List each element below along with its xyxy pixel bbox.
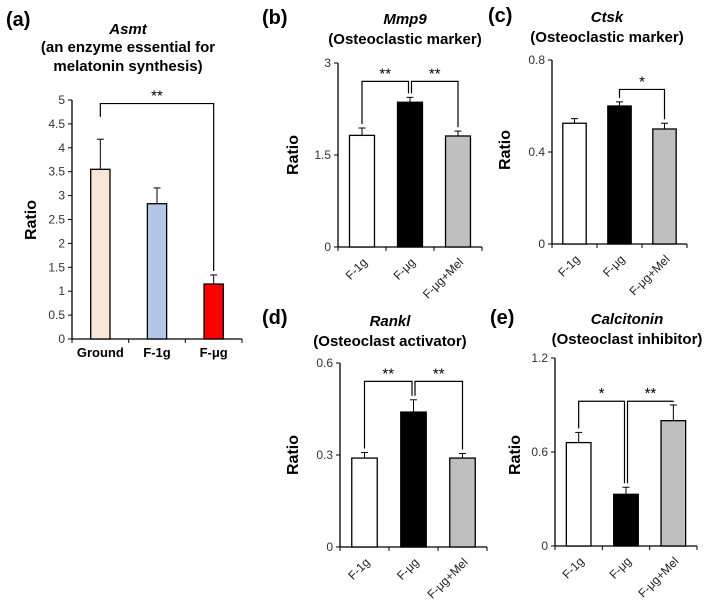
bar <box>660 420 687 547</box>
significance-bracket <box>578 400 626 484</box>
significance-label: ** <box>379 65 391 82</box>
y-axis-label: Ratio <box>23 200 40 240</box>
x-tick-label: Ground <box>77 345 124 360</box>
chart-subtitle: (an enzyme essential for <box>41 39 215 56</box>
significance-bracket <box>618 88 666 120</box>
chart-title: Rankl <box>370 313 412 330</box>
y-tick-label: 4.5 <box>48 117 65 131</box>
bar <box>444 135 472 248</box>
x-tick-label: F-μg+Mel <box>626 252 672 298</box>
panel-label: (b) <box>262 7 288 29</box>
bar <box>146 203 168 340</box>
bar <box>565 441 592 547</box>
panel-label: (c) <box>488 5 512 27</box>
chart-subtitle: (Osteoclast activator) <box>313 333 466 350</box>
bar <box>449 457 476 548</box>
y-axis-label: Ratio <box>497 130 514 170</box>
x-tick-label: F-μg+Mel <box>635 554 681 600</box>
y-tick-label: 3.5 <box>48 165 65 179</box>
significance-label: * <box>639 73 645 90</box>
y-tick-label: 3 <box>58 189 65 203</box>
y-tick-label: 2 <box>58 236 65 250</box>
y-axis-label: Ratio <box>285 135 302 175</box>
chart-panel-d: (d) Rankl (Osteoclast activator) Ratio 0 0.3 0… <box>262 307 488 601</box>
significance-label: ** <box>382 365 394 382</box>
chart-panel-b: (b) Mmp9 (Osteoclastic marker) Ratio 0 1.5 3 F-… <box>262 7 483 301</box>
x-tick-label: F-μg+Mel <box>420 255 466 301</box>
x-tick-label: F-1g <box>555 252 582 279</box>
panel-label: (e) <box>490 307 514 329</box>
y-tick-label: 0 <box>541 539 548 553</box>
x-tick-label: F-1g <box>343 255 370 282</box>
y-axis-label: Ratio <box>285 435 302 475</box>
x-tick-label: F-μg <box>394 555 422 583</box>
chart-subtitle: (Osteoclastic marker) <box>530 29 683 46</box>
bar <box>562 122 587 245</box>
chart-title: Asmt <box>108 21 148 38</box>
y-tick-label: 2.5 <box>48 213 65 227</box>
y-tick-label: 1.5 <box>314 148 331 162</box>
x-tick-label: F-μg+Mel <box>424 555 470 601</box>
significance-bracket <box>99 102 215 271</box>
significance-bracket <box>363 380 413 449</box>
panel-label: (d) <box>262 307 288 329</box>
chart-title: Ctsk <box>591 9 624 26</box>
y-tick-label: 4 <box>58 141 65 155</box>
bar <box>652 128 677 245</box>
bar <box>348 134 376 248</box>
bar <box>613 493 639 547</box>
y-axis-label: Ratio <box>507 435 524 475</box>
significance-bracket <box>414 380 464 450</box>
y-tick-label: 0.6 <box>316 356 333 370</box>
y-tick-label: 0.8 <box>528 53 545 67</box>
bar <box>90 168 111 340</box>
significance-label: ** <box>645 385 657 402</box>
panel-label: (a) <box>6 9 30 31</box>
significance-label: ** <box>433 365 445 382</box>
significance-label: ** <box>429 65 441 82</box>
x-tick-label: F-1g <box>345 555 372 582</box>
significance-label: ** <box>151 88 163 105</box>
chart-panel-c: (c) Ctsk (Osteoclastic marker) Ratio 0 0.4 0.8… <box>488 5 688 298</box>
chart-subtitle: melatonin synthesis) <box>53 58 202 75</box>
x-tick-label: F-μg <box>391 255 419 283</box>
bar <box>396 101 424 248</box>
y-tick-label: 0 <box>326 540 333 554</box>
chart-title: Mmp9 <box>383 11 427 28</box>
y-tick-label: 0 <box>538 237 545 251</box>
x-tick-label: F-1g <box>559 554 586 581</box>
chart-panel-e: (e) Calcitonin (Osteoclast inhibitor) Ratio… <box>490 307 702 600</box>
y-tick-label: 3 <box>324 56 331 70</box>
x-tick-label: F-μg <box>200 345 228 360</box>
y-tick-label: 0.4 <box>528 145 545 159</box>
y-tick-label: 1.2 <box>531 351 548 365</box>
x-tick-label: F-1g <box>143 345 171 360</box>
chart-title: Calcitonin <box>591 311 664 328</box>
bar <box>607 105 632 245</box>
y-tick-label: 0.6 <box>531 445 548 459</box>
y-tick-label: 0.5 <box>48 308 65 322</box>
x-tick-label: F-μg <box>600 252 628 280</box>
y-tick-label: 5 <box>58 93 65 107</box>
y-tick-label: 0 <box>324 240 331 254</box>
significance-bracket <box>410 80 459 128</box>
bar <box>203 283 224 340</box>
significance-label: * <box>599 385 605 402</box>
y-tick-label: 1.5 <box>48 260 65 274</box>
chart-subtitle: (Osteoclast inhibitor) <box>552 331 703 348</box>
significance-bracket <box>361 80 410 125</box>
significance-bracket <box>626 400 674 484</box>
y-tick-label: 0.3 <box>316 448 333 462</box>
chart-panel-a: (a) Asmt(an enzyme essential for melatonin… <box>6 9 243 360</box>
y-tick-label: 1 <box>58 284 65 298</box>
bar <box>400 411 427 548</box>
y-tick-label: 0 <box>58 332 65 346</box>
bar <box>351 457 378 548</box>
x-tick-label: F-μg <box>607 554 635 582</box>
chart-subtitle: (Osteoclastic marker) <box>328 31 481 48</box>
